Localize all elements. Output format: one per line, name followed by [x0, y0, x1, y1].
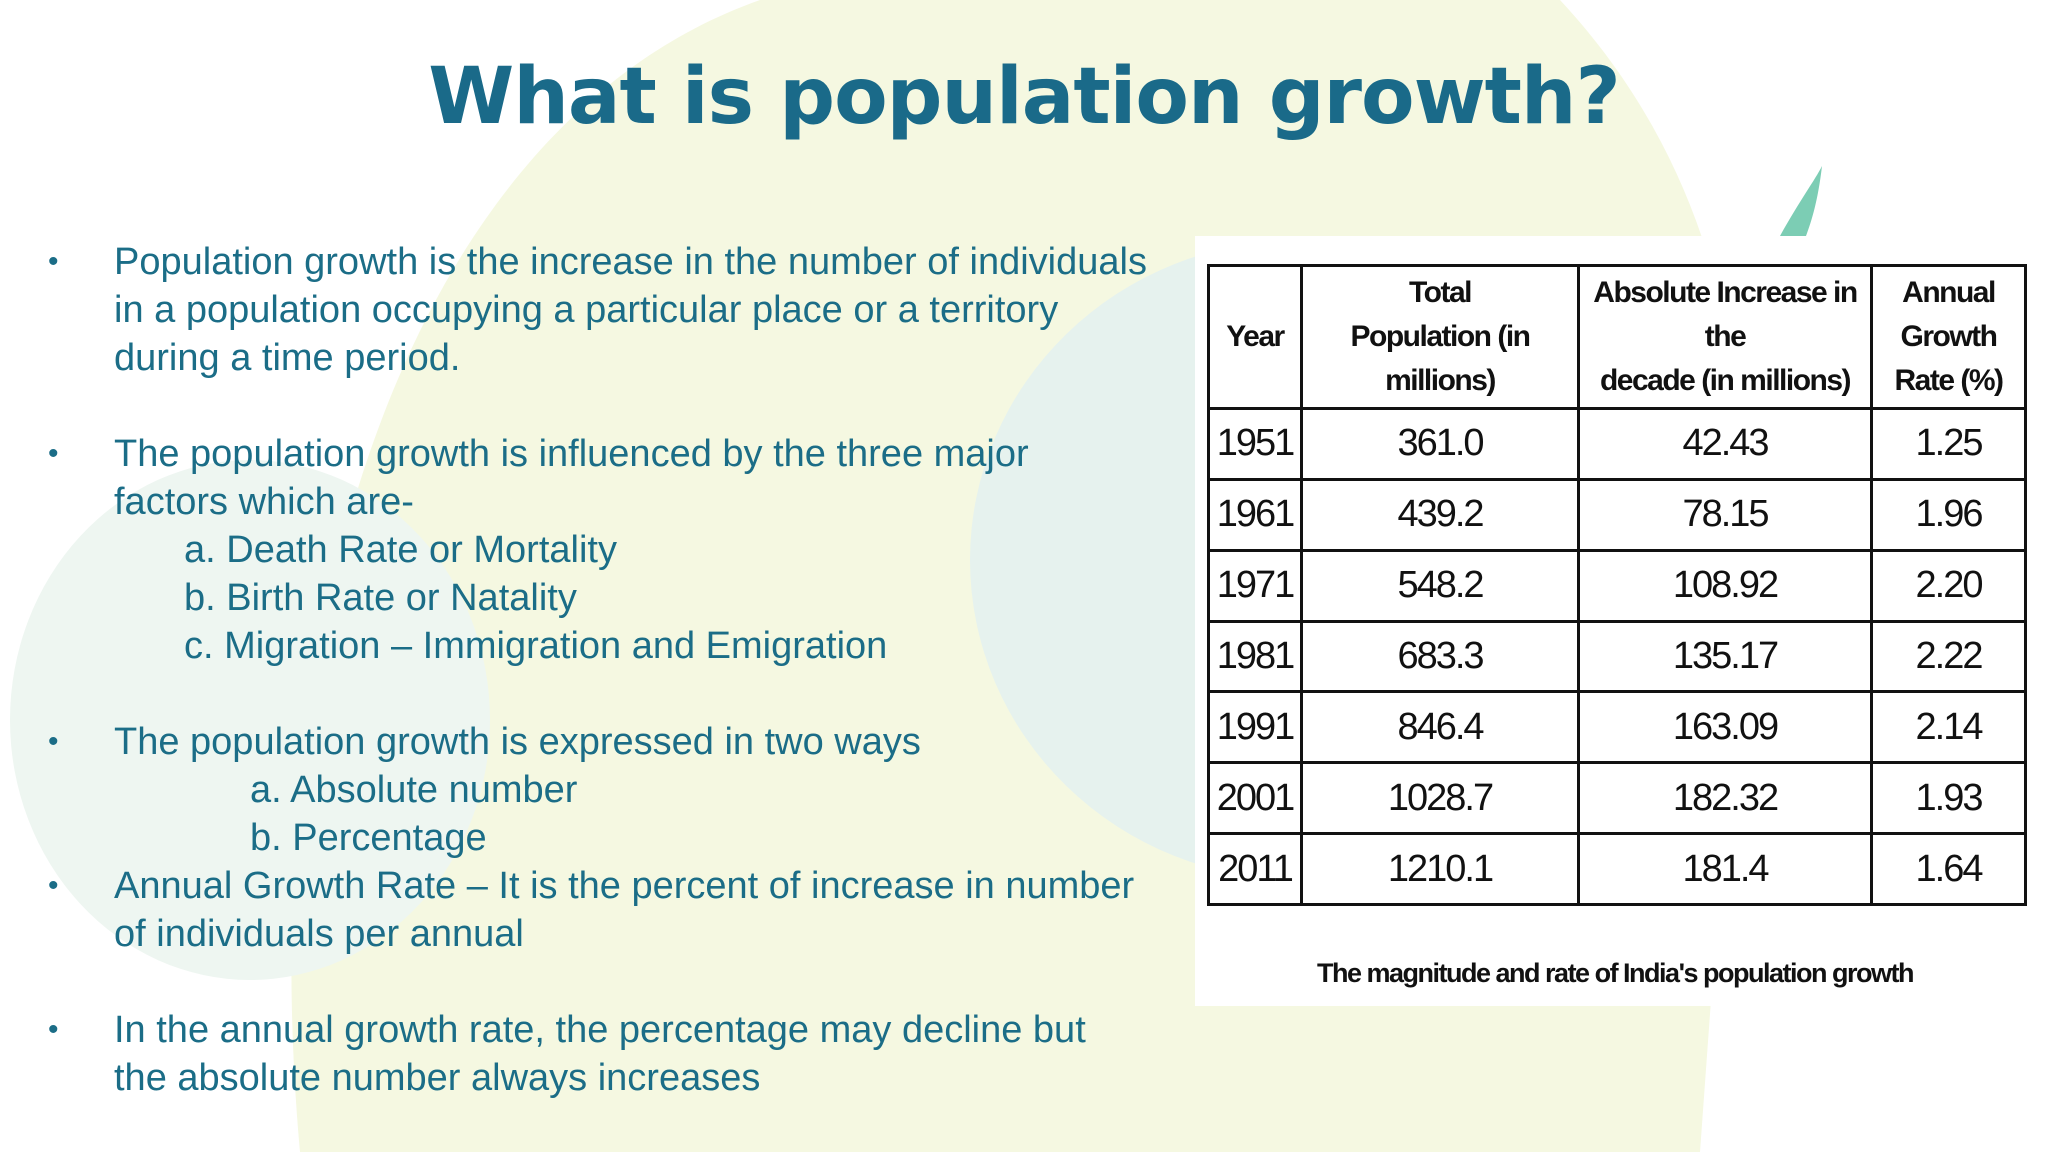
table-cell-increase: 78.15 [1577, 477, 1873, 552]
slide-title: What is population growth? [428, 52, 1620, 142]
table-cell-year: 1951 [1207, 407, 1303, 481]
bullet-item: • In the annual growth rate, the percent… [48, 1006, 1208, 1102]
bullet-dot-icon: • [48, 245, 59, 278]
table-cell-increase: 135.17 [1577, 619, 1873, 694]
table-row: 1981 683.3 135.17 2.22 [1207, 619, 2027, 694]
table-cell-year: 1981 [1207, 619, 1303, 694]
bullet-line: during a time period. [114, 337, 461, 379]
bullet-line: factors which are- [114, 481, 414, 523]
bullet-list: • Population growth is the increase in t… [48, 238, 1208, 1102]
table-cell-rate: 1.25 [1870, 407, 2027, 481]
bullet-dot-icon: • [48, 437, 59, 470]
bullet-dot-icon: • [48, 1013, 59, 1046]
bullet-line: Annual Growth Rate – It is the percent o… [114, 865, 1135, 907]
sub-bullet-line: a. Absolute number [250, 769, 578, 811]
table-cell-year: 1971 [1207, 548, 1303, 623]
table-cell-year: 2011 [1207, 832, 1303, 906]
table-cell-increase: 163.09 [1577, 690, 1873, 765]
table-cell-year: 1991 [1207, 690, 1303, 765]
table-cell-year: 1961 [1207, 477, 1303, 552]
header-year: Year [1207, 264, 1303, 410]
population-table: Year Total Population (in millions) Abso… [1207, 264, 2027, 906]
bullet-line: of individuals per annual [114, 913, 524, 955]
bullet-item: • The population growth is influenced by… [48, 430, 1208, 670]
table-row: 2001 1028.7 182.32 1.93 [1207, 761, 2027, 836]
table-cell-total: 1028.7 [1300, 761, 1580, 836]
bullet-line: In the annual growth rate, the percentag… [114, 1009, 1086, 1051]
table-caption: The magnitude and rate of India's popula… [1317, 958, 1914, 988]
population-table-image: Year Total Population (in millions) Abso… [1195, 236, 2035, 1006]
table-row: 2011 1210.1 181.4 1.64 [1207, 832, 2027, 906]
table-cell-rate: 1.96 [1870, 477, 2027, 552]
table-cell-rate: 2.22 [1870, 619, 2027, 694]
header-absolute-increase: Absolute Increase in the decade (in mill… [1577, 264, 1873, 410]
table-cell-total: 683.3 [1300, 619, 1580, 694]
sub-bullet-line: b. Birth Rate or Natality [184, 577, 577, 619]
table-cell-total: 439.2 [1300, 477, 1580, 552]
table-row: 1961 439.2 78.15 1.96 [1207, 477, 2027, 552]
sub-bullet-line: c. Migration – Immigration and Emigratio… [184, 625, 888, 667]
table-row: 1991 846.4 163.09 2.14 [1207, 690, 2027, 765]
bullet-dot-icon: • [48, 725, 59, 758]
bullet-item: • Annual Growth Rate – It is the percent… [48, 862, 1208, 958]
table-cell-rate: 2.14 [1870, 690, 2027, 765]
table-cell-total: 1210.1 [1300, 832, 1580, 906]
table-cell-increase: 181.4 [1577, 832, 1873, 906]
table-cell-increase: 182.32 [1577, 761, 1873, 836]
table-cell-total: 846.4 [1300, 690, 1580, 765]
header-annual-growth-rate: Annual Growth Rate (%) [1870, 264, 2027, 410]
bullet-item: • Population growth is the increase in t… [48, 238, 1208, 382]
sub-bullet-line: a. Death Rate or Mortality [184, 529, 617, 571]
table-cell-increase: 42.43 [1577, 407, 1873, 481]
sub-bullet-line: b. Percentage [250, 817, 487, 859]
table-cell-rate: 1.93 [1870, 761, 2027, 836]
bullet-dot-icon: • [48, 869, 59, 902]
table-row: 1951 361.0 42.43 1.25 [1207, 407, 2027, 481]
bullet-item: • The population growth is expressed in … [48, 718, 1208, 862]
accent-leaf [1780, 166, 1822, 236]
table-cell-total: 361.0 [1300, 407, 1580, 481]
table-cell-year: 2001 [1207, 761, 1303, 836]
header-total-population: Total Population (in millions) [1300, 264, 1580, 410]
bullet-line: The population growth is influenced by t… [114, 433, 1029, 475]
table-cell-rate: 1.64 [1870, 832, 2027, 906]
table-cell-total: 548.2 [1300, 548, 1580, 623]
bullet-line: the absolute number always increases [114, 1057, 761, 1099]
bullet-line: The population growth is expressed in tw… [114, 721, 921, 763]
table-header-row: Year Total Population (in millions) Abso… [1207, 264, 2027, 410]
table-cell-increase: 108.92 [1577, 548, 1873, 623]
table-cell-rate: 2.20 [1870, 548, 2027, 623]
bullet-line: in a population occupying a particular p… [114, 289, 1059, 331]
table-row: 1971 548.2 108.92 2.20 [1207, 548, 2027, 623]
bullet-line: Population growth is the increase in the… [114, 241, 1147, 283]
